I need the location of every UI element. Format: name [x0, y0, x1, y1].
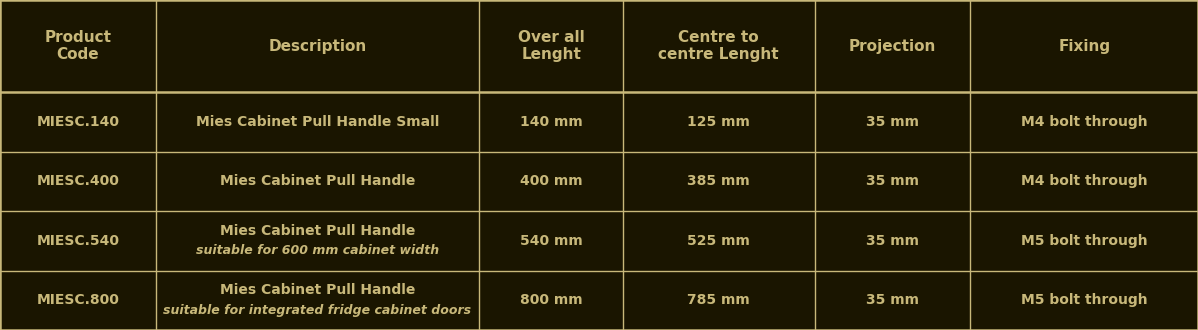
Text: Mies Cabinet Pull Handle: Mies Cabinet Pull Handle	[219, 224, 416, 238]
Text: 125 mm: 125 mm	[688, 115, 750, 129]
Text: M5 bolt through: M5 bolt through	[1021, 234, 1148, 248]
Text: MIESC.800: MIESC.800	[36, 293, 120, 307]
Text: Description: Description	[268, 39, 367, 54]
Text: M5 bolt through: M5 bolt through	[1021, 293, 1148, 307]
Text: Mies Cabinet Pull Handle Small: Mies Cabinet Pull Handle Small	[195, 115, 440, 129]
Text: MIESC.400: MIESC.400	[36, 175, 120, 188]
Text: 35 mm: 35 mm	[866, 293, 919, 307]
Text: 540 mm: 540 mm	[520, 234, 582, 248]
Text: Mies Cabinet Pull Handle: Mies Cabinet Pull Handle	[219, 175, 416, 188]
Text: suitable for integrated fridge cabinet doors: suitable for integrated fridge cabinet d…	[163, 304, 472, 317]
Text: 525 mm: 525 mm	[688, 234, 750, 248]
Text: Centre to
centre Lenght: Centre to centre Lenght	[659, 30, 779, 62]
Text: 400 mm: 400 mm	[520, 175, 582, 188]
Text: M4 bolt through: M4 bolt through	[1021, 175, 1148, 188]
Text: Mies Cabinet Pull Handle: Mies Cabinet Pull Handle	[219, 283, 416, 297]
Text: 140 mm: 140 mm	[520, 115, 582, 129]
Text: 800 mm: 800 mm	[520, 293, 582, 307]
Text: 35 mm: 35 mm	[866, 234, 919, 248]
Text: 385 mm: 385 mm	[688, 175, 750, 188]
Text: 35 mm: 35 mm	[866, 175, 919, 188]
Text: 35 mm: 35 mm	[866, 115, 919, 129]
Text: MIESC.140: MIESC.140	[36, 115, 120, 129]
Text: suitable for 600 mm cabinet width: suitable for 600 mm cabinet width	[196, 244, 438, 257]
Text: M4 bolt through: M4 bolt through	[1021, 115, 1148, 129]
Text: Product
Code: Product Code	[44, 30, 111, 62]
Text: 785 mm: 785 mm	[688, 293, 750, 307]
Text: MIESC.540: MIESC.540	[36, 234, 120, 248]
Text: Projection: Projection	[849, 39, 936, 54]
Text: Over all
Lenght: Over all Lenght	[518, 30, 585, 62]
Text: Fixing: Fixing	[1058, 39, 1111, 54]
